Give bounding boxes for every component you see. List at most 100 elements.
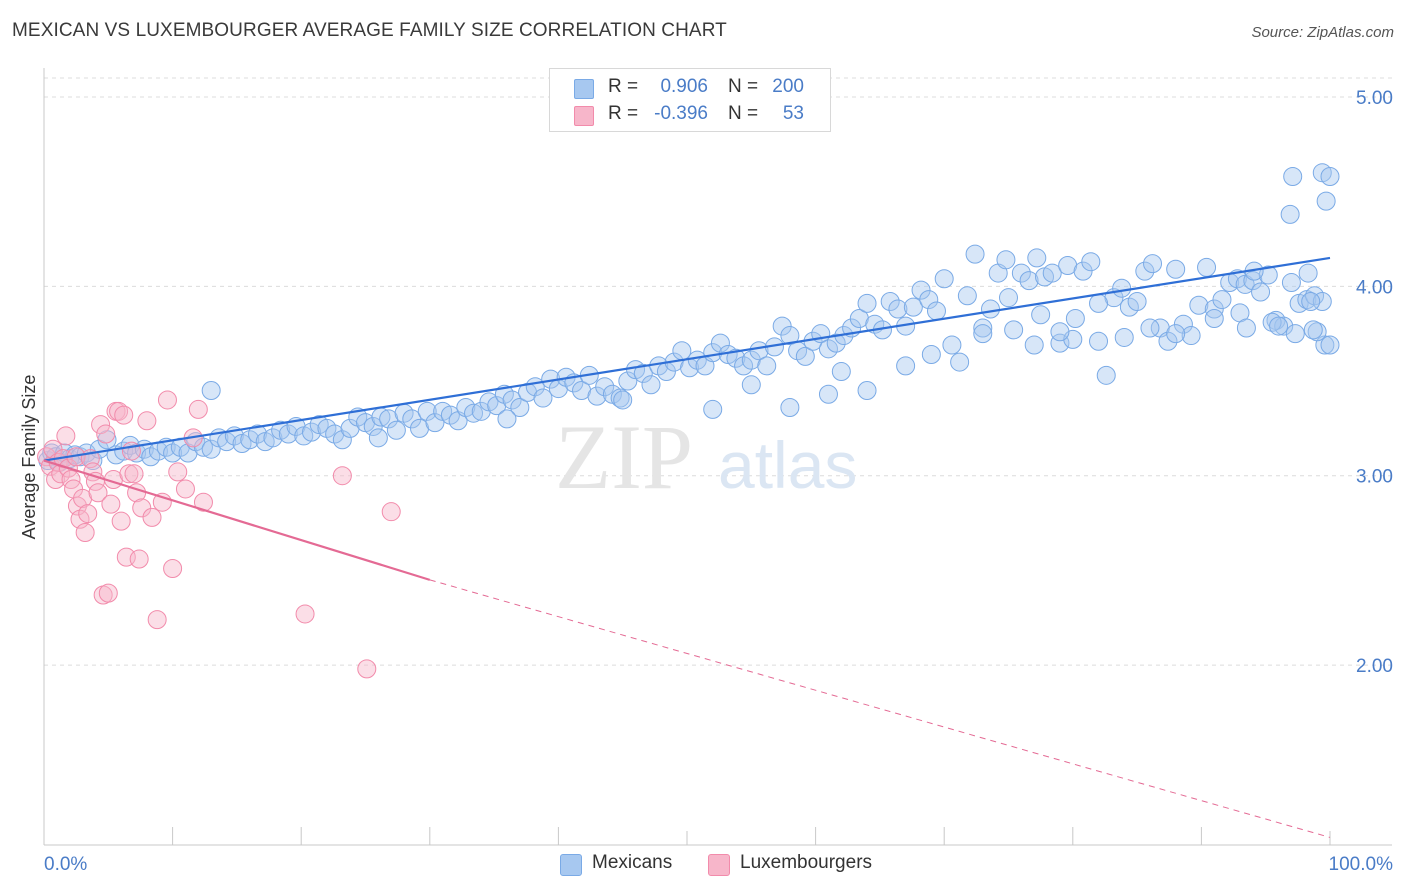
data-point <box>142 507 162 527</box>
y-axis-label: Average Family Size <box>19 375 39 540</box>
data-point <box>201 380 221 400</box>
data-point <box>1143 254 1163 274</box>
data-point <box>1050 333 1070 353</box>
data-point <box>641 375 661 395</box>
data-point <box>417 401 437 421</box>
data-point <box>317 418 337 438</box>
legend-label-mexicans: Mexicans <box>592 852 673 873</box>
data-point <box>295 604 315 624</box>
data-point <box>301 422 321 442</box>
data-point <box>1285 324 1305 344</box>
legend-swatch-luxembourgers <box>574 106 594 126</box>
series-luxembourgers-points <box>37 390 401 679</box>
data-point <box>1024 335 1044 355</box>
data-point <box>903 297 923 317</box>
data-point <box>1301 291 1321 311</box>
data-point <box>687 350 707 370</box>
data-point <box>37 447 57 467</box>
data-point <box>703 399 723 419</box>
data-point <box>1011 263 1031 283</box>
data-point <box>510 398 530 418</box>
data-point <box>1236 318 1256 338</box>
data-point <box>502 390 522 410</box>
legend-n-value: 200 <box>772 76 804 97</box>
data-point <box>587 386 607 406</box>
data-point <box>263 428 283 448</box>
data-point <box>942 335 962 355</box>
data-point <box>780 398 800 418</box>
trend-line-extension <box>429 579 1331 838</box>
data-point <box>780 326 800 346</box>
data-point <box>618 371 638 391</box>
data-point <box>1189 295 1209 315</box>
data-point <box>1181 326 1201 346</box>
data-point <box>1050 322 1070 342</box>
data-point <box>896 356 916 376</box>
data-point <box>141 447 161 467</box>
tick-labels: 2.00 3.00 4.00 5.00 0.0% 100.0% <box>44 88 1393 875</box>
data-point <box>111 511 131 531</box>
data-point <box>795 346 815 366</box>
data-point <box>1204 309 1224 329</box>
data-point <box>999 288 1018 308</box>
data-point <box>464 403 484 423</box>
legend-row-luxembourgers: R = -0.396 N = 53 <box>550 100 830 128</box>
data-point <box>1114 327 1134 347</box>
data-point <box>1140 318 1160 338</box>
data-point <box>818 339 838 359</box>
data-point <box>88 483 108 503</box>
data-point <box>386 420 406 440</box>
legend-r-value: 0.906 <box>660 76 708 97</box>
data-point <box>926 301 946 321</box>
data-point <box>332 466 352 486</box>
data-point <box>402 409 422 429</box>
data-point <box>1281 273 1301 293</box>
data-point <box>672 341 692 361</box>
watermark-atlas: atlas <box>718 428 857 502</box>
data-point <box>56 426 76 446</box>
data-point <box>129 549 149 569</box>
data-point <box>96 424 116 444</box>
data-point <box>278 424 298 444</box>
data-point <box>91 415 111 435</box>
data-point <box>188 399 208 419</box>
data-point <box>1251 282 1271 302</box>
data-point <box>1274 316 1294 336</box>
data-point <box>921 344 941 364</box>
data-point <box>710 333 730 353</box>
legend-swatch-mexicans <box>574 79 594 99</box>
data-point <box>193 437 213 457</box>
data-point <box>1004 320 1024 340</box>
data-point <box>973 324 993 344</box>
data-point <box>888 299 908 319</box>
data-point <box>1316 191 1336 211</box>
data-point <box>703 343 723 363</box>
trend-line <box>43 459 431 581</box>
data-point <box>98 583 118 603</box>
data-point <box>613 390 633 410</box>
data-point <box>1081 252 1101 272</box>
data-point <box>633 363 653 383</box>
data-point <box>934 269 954 289</box>
chart-title: MEXICAN VS LUXEMBOURGER AVERAGE FAMILY S… <box>12 20 727 41</box>
data-point <box>1073 261 1093 281</box>
stats-legend: R = 0.906 N = 200 R = -0.396 N = 53 <box>549 68 831 132</box>
data-point <box>973 318 993 338</box>
data-point <box>818 384 838 404</box>
trend-line <box>43 256 1331 462</box>
data-point <box>132 498 152 518</box>
legend-label-luxembourgers: Luxembourgers <box>740 852 873 873</box>
legend-n-value: 53 <box>782 103 804 124</box>
data-point <box>1019 271 1039 291</box>
data-point <box>1127 291 1147 311</box>
data-point <box>950 352 970 372</box>
data-point <box>124 464 144 484</box>
y-tick-label: 5.00 <box>1356 88 1393 109</box>
legend-r-value: -0.396 <box>654 103 708 124</box>
legend-n-label: N = <box>728 103 759 124</box>
data-point <box>109 401 129 421</box>
data-point <box>595 377 615 397</box>
data-point <box>880 291 900 311</box>
data-point <box>1031 305 1051 325</box>
